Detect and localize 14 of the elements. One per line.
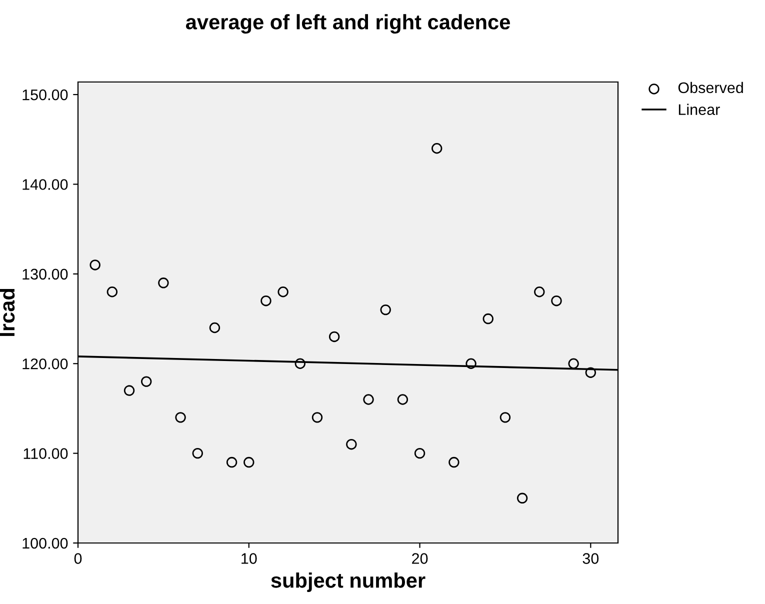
legend-label: Linear (678, 104, 720, 116)
y-tick-label: 140.00 (22, 179, 68, 190)
y-tick-label: 130.00 (22, 268, 68, 280)
x-tick-label: 30 (582, 553, 599, 564)
chart-title: average of left and right cadence (186, 14, 510, 34)
x-tick-label: 0 (74, 553, 82, 564)
x-tick-label: 10 (242, 553, 257, 564)
y-tick-label: 100.00 (22, 538, 68, 549)
y-tick-label: 120.00 (22, 358, 68, 370)
y-tick-label: 150.00 (22, 89, 68, 100)
x-axis-title: subject number (271, 572, 426, 592)
legend-label: Observed (678, 82, 743, 94)
y-tick-label: 110.00 (24, 448, 68, 459)
x-tick-label: 20 (412, 553, 428, 564)
